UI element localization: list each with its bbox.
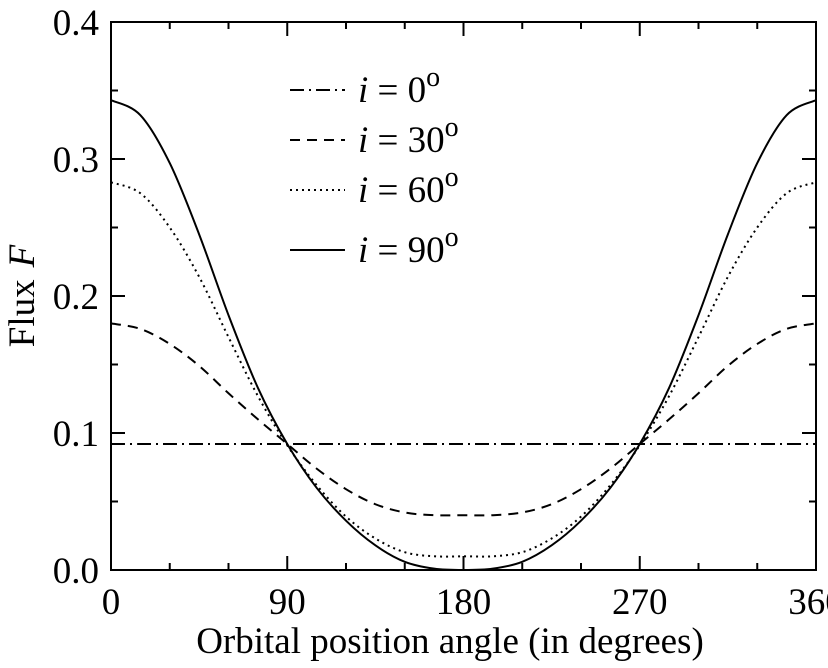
x-tick-label: 180 xyxy=(436,582,492,623)
legend-label-degree: o xyxy=(445,162,459,193)
y-tick-label: 0.4 xyxy=(53,3,99,44)
series-layer xyxy=(110,99,817,571)
legend-label-degree: o xyxy=(426,62,440,93)
y-tick-label: 0.1 xyxy=(53,414,99,455)
legend-label-value: = 60 xyxy=(368,170,444,211)
series-line-solid xyxy=(110,99,817,571)
legend-label-symbol: i xyxy=(358,230,368,271)
y-axis-title: Flux F xyxy=(2,244,43,347)
y-tick-label: 0.2 xyxy=(53,277,99,318)
legend-label-degree: o xyxy=(445,112,459,143)
series-line-dotted xyxy=(110,181,817,558)
x-axis-minor-ticks xyxy=(168,22,759,570)
y-tick-label: 0.3 xyxy=(53,140,99,181)
legend-label: i = 0o xyxy=(358,62,440,111)
x-tick-label: 0 xyxy=(102,582,121,623)
x-axis-ticks: 0 90 180 270 360 xyxy=(102,22,828,623)
plot-frame xyxy=(110,21,817,571)
legend-label-symbol: i xyxy=(358,120,368,161)
y-axis-title-symbol: F xyxy=(2,244,43,268)
legend-label: i = 90o xyxy=(358,222,459,271)
legend-label-symbol: i xyxy=(358,170,368,211)
legend-label: i = 60o xyxy=(358,162,459,211)
legend-label-symbol: i xyxy=(358,70,368,111)
x-tick-label: 360 xyxy=(788,582,828,623)
legend-label-value: = 30 xyxy=(368,120,444,161)
legend-label-value: = 0 xyxy=(368,70,426,111)
legend-label: i = 30o xyxy=(358,112,459,161)
legend-label-value: = 90 xyxy=(368,230,444,271)
y-axis-ticks: 0.0 0.1 0.2 0.3 0.4 xyxy=(53,3,816,592)
y-axis-minor-ticks xyxy=(111,89,816,503)
x-tick-label: 90 xyxy=(269,582,306,623)
y-axis-title-main: Flux xyxy=(2,279,43,347)
legend-label-degree: o xyxy=(445,222,459,253)
x-axis-title: Orbital position angle (in degrees) xyxy=(196,621,704,662)
series-line-dashed xyxy=(110,322,817,517)
y-tick-label: 0.0 xyxy=(53,551,99,592)
x-tick-label: 270 xyxy=(612,582,668,623)
